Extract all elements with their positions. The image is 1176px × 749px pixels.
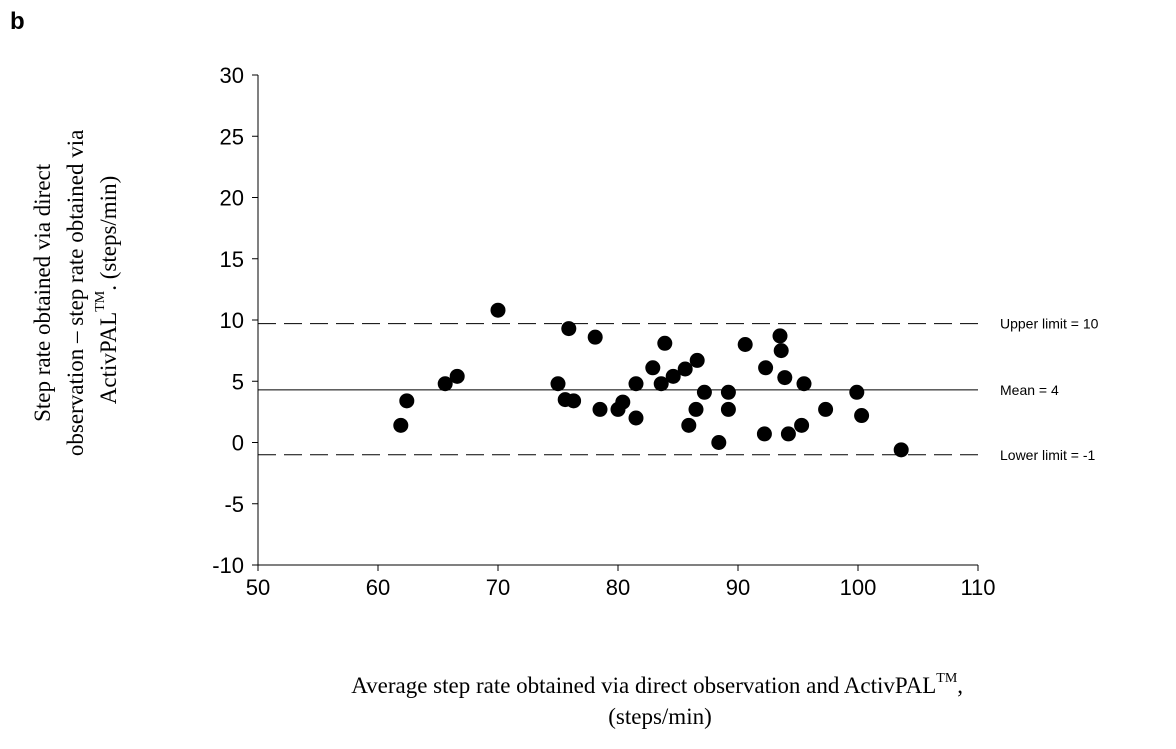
data-point — [657, 335, 673, 351]
y-tick-label: 5 — [232, 369, 244, 394]
data-points — [393, 302, 909, 458]
data-point — [566, 393, 582, 409]
x-axis-title-line-2: (steps/min) — [608, 704, 712, 729]
x-tick-label: 60 — [366, 575, 390, 600]
x-axis-title-line-1: Average step rate obtained via direct ob… — [351, 671, 963, 698]
data-point — [561, 321, 577, 337]
data-point — [773, 343, 789, 359]
data-point — [818, 401, 834, 417]
y-tick-label: -5 — [224, 492, 244, 517]
y-tick-label: 15 — [220, 247, 244, 272]
data-point — [696, 384, 712, 400]
data-point — [854, 408, 870, 424]
data-point — [720, 401, 736, 417]
x-tick-label: 110 — [960, 575, 995, 600]
y-axis-title-unit: . (steps/min) — [96, 176, 121, 291]
data-point — [592, 401, 608, 417]
data-point — [688, 401, 704, 417]
data-point — [628, 376, 644, 392]
y-tick-label: 25 — [220, 124, 244, 149]
data-point — [587, 329, 603, 345]
y-axis-title-line-3: ActivPALTM. (steps/min) — [93, 176, 121, 404]
x-tick-label: 50 — [246, 575, 270, 600]
data-point — [756, 426, 772, 442]
data-point — [737, 337, 753, 352]
data-point — [796, 376, 812, 392]
x-axis-title-trademark: TM — [936, 671, 958, 686]
reference-line-label: Upper limit = 10 — [1000, 316, 1099, 332]
y-tick-label: 20 — [220, 186, 244, 211]
data-point — [711, 435, 727, 450]
data-point — [615, 394, 631, 410]
y-tick-label: -10 — [212, 553, 244, 578]
x-tick-label: 70 — [486, 575, 510, 600]
y-axis-title-line-1: Step rate obtained via direct — [30, 163, 55, 422]
data-point — [393, 417, 409, 433]
data-point — [893, 442, 909, 458]
data-point — [490, 302, 506, 318]
data-point — [665, 368, 681, 384]
data-point — [437, 376, 453, 392]
data-point — [689, 352, 705, 368]
x-axis-title-main: Average step rate obtained via direct ob… — [351, 673, 936, 698]
axes: -10 -5 0 5 10 15 20 25 30 50 60 70 80 90 100 110 — [212, 63, 995, 600]
x-tick-label: 80 — [606, 575, 630, 600]
y-tick-label: 10 — [220, 308, 244, 333]
y-tick-label: 30 — [220, 63, 244, 88]
data-point — [849, 384, 865, 400]
data-point — [645, 360, 661, 376]
y-axis-title-trademark: TM — [93, 290, 108, 312]
y-axis-title-line-2: observation – step rate obtained via — [63, 130, 88, 456]
x-axis-title: Average step rate obtained via direct ob… — [351, 671, 969, 729]
x-tick-label: 100 — [840, 575, 877, 600]
panel-label: b — [10, 8, 25, 35]
data-point — [772, 328, 788, 344]
data-point — [449, 368, 465, 384]
data-point — [628, 410, 644, 426]
x-axis-title-comma: , — [957, 673, 963, 698]
data-point — [681, 417, 697, 433]
y-axis-title: Step rate obtained via direct observatio… — [30, 124, 121, 456]
data-point — [777, 370, 793, 386]
reference-lines: Upper limit = 10 Mean = 4 Lower limit = -1 — [258, 316, 1099, 463]
data-point — [780, 426, 796, 442]
data-point — [653, 376, 669, 392]
data-point — [677, 361, 693, 377]
data-point — [758, 360, 774, 376]
x-tick-label: 90 — [726, 575, 750, 600]
reference-line-label: Lower limit = -1 — [1000, 447, 1096, 463]
data-point — [399, 393, 415, 409]
data-point — [550, 376, 566, 392]
y-tick-label: 0 — [232, 431, 244, 456]
y-axis-title-brand: ActivPAL — [96, 312, 121, 404]
data-point — [794, 417, 810, 433]
data-point — [720, 384, 736, 400]
reference-line-label: Mean = 4 — [1000, 382, 1059, 398]
